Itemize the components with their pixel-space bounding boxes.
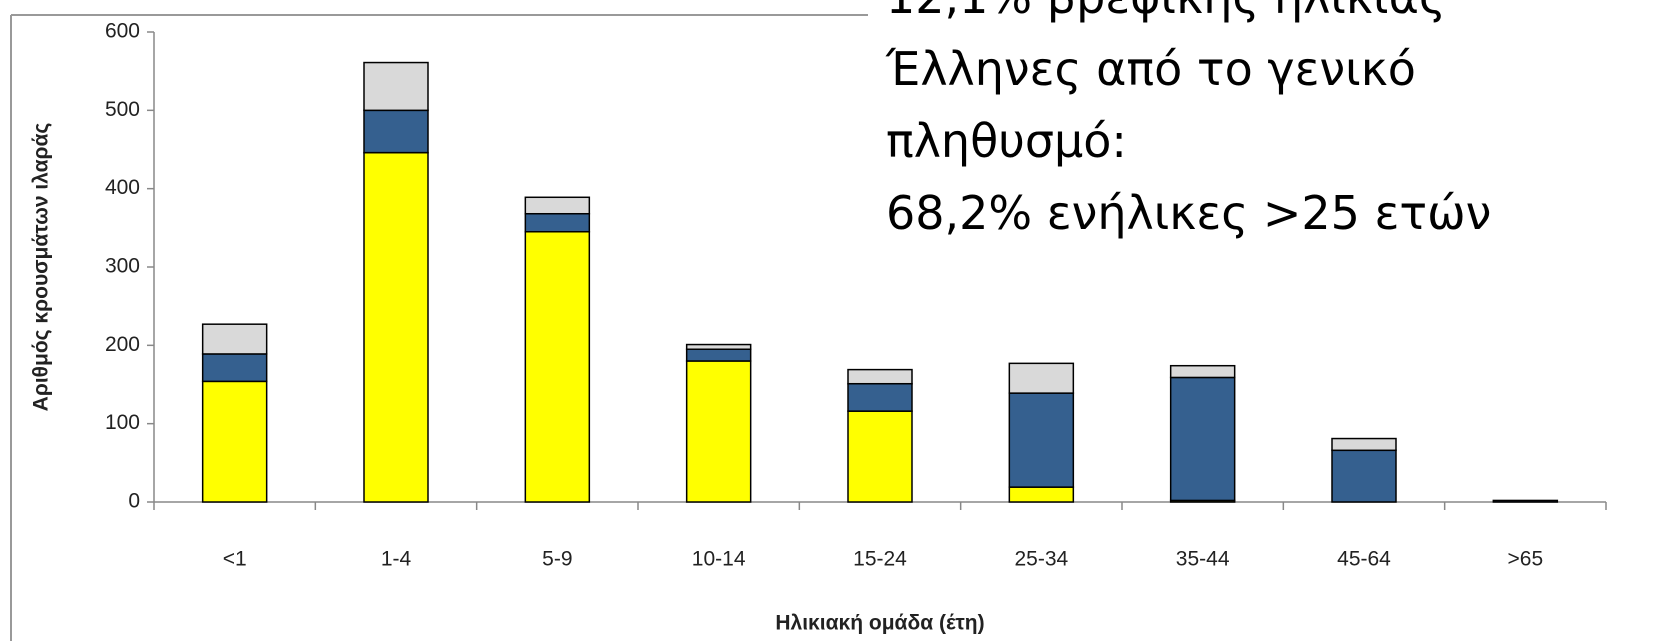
bar-segment — [1008, 392, 1075, 488]
y-tick-label: 300 — [105, 255, 140, 278]
bar-segment — [1331, 437, 1397, 452]
y-tick-label: 600 — [105, 20, 140, 43]
annotation: Έλληνες από το γενικό — [885, 42, 1416, 96]
x-tick-label: >65 — [1508, 548, 1544, 571]
bar-segment — [685, 360, 752, 503]
bar-segment — [847, 382, 913, 412]
y-tick-label: 500 — [105, 98, 140, 121]
bar-segment — [1169, 364, 1236, 379]
y-tick-label: 100 — [105, 411, 140, 434]
x-tick-label: 25-34 — [1014, 548, 1068, 571]
bar-segment — [1492, 499, 1559, 503]
x-tick-label: 45-64 — [1337, 548, 1391, 571]
x-axis-title: Ηλικιακή ομάδα (έτη) — [775, 612, 984, 635]
bar-segment — [1008, 362, 1075, 394]
bar-segment — [363, 109, 429, 154]
bar-segment — [685, 343, 752, 350]
x-tick-label: 10-14 — [692, 548, 746, 571]
x-tick-label: <1 — [223, 548, 247, 571]
bar-segment — [1008, 486, 1075, 503]
bar-segment — [201, 323, 268, 355]
annotation: πληθυσμό: — [886, 114, 1127, 168]
x-tick-label: 15-24 — [853, 548, 907, 571]
bar-segment — [363, 151, 429, 503]
annotation: 68,2% ενήλικες >25 ετών — [886, 186, 1491, 240]
x-tick-label: 1-4 — [381, 548, 412, 571]
bar-segment — [524, 231, 591, 503]
y-tick-label: 0 — [128, 490, 140, 513]
bar-segment — [685, 348, 752, 362]
bar-segment — [1169, 376, 1236, 502]
bar-segment — [363, 61, 429, 112]
bar-segment — [201, 380, 268, 503]
bar-segment — [847, 410, 913, 503]
bar-segment — [847, 368, 913, 385]
y-tick-label: 200 — [105, 333, 140, 356]
x-tick-label: 35-44 — [1176, 548, 1230, 571]
annotation: 12,1% βρεφικής ηλικίας — [886, 0, 1446, 24]
bar-segment — [1331, 449, 1397, 503]
y-axis-title: Αριθμός κρουσμάτων ιλαράς — [30, 123, 53, 412]
x-tick-label: 5-9 — [542, 548, 572, 571]
annotation-box — [868, 0, 1655, 250]
bar-segment — [524, 196, 591, 215]
bar-segment — [524, 212, 591, 233]
bar-segment — [201, 353, 268, 383]
y-tick-label: 400 — [105, 176, 140, 199]
